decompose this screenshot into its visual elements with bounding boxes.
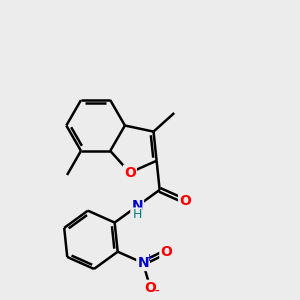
Text: -: -: [154, 285, 159, 299]
Text: +: +: [145, 253, 154, 263]
Text: O: O: [179, 194, 191, 208]
Text: H: H: [133, 208, 142, 221]
Text: N: N: [137, 256, 149, 270]
Text: O: O: [144, 281, 156, 295]
Text: O: O: [160, 245, 172, 259]
Text: N: N: [131, 199, 143, 213]
Text: O: O: [124, 166, 136, 180]
